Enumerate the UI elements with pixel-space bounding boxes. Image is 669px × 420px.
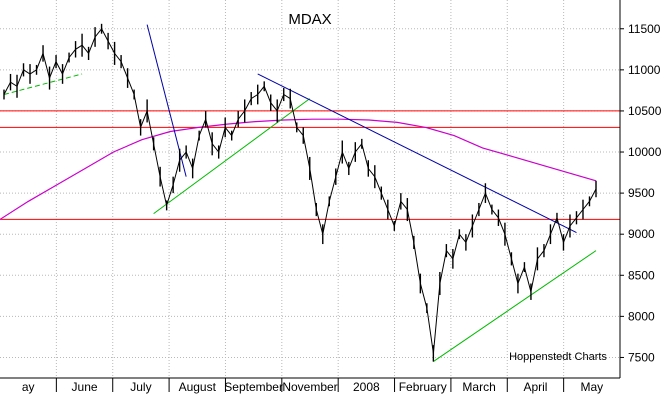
trend-line-uptrend <box>433 250 597 362</box>
y-axis-ticks: 7500 8000 8500 9000 9500 10000 10500 11000 11500 <box>620 22 662 364</box>
x-tick-label: April <box>523 380 547 394</box>
moving-average-series <box>0 118 597 220</box>
price-series <box>3 23 597 362</box>
x-tick-label: November <box>282 380 337 394</box>
price-line <box>3 27 597 354</box>
y-tick-label: 8000 <box>628 309 655 323</box>
trend-line-uptrend-dashed <box>3 73 83 95</box>
y-tick-label: 11000 <box>628 63 661 77</box>
x-tick-label: 2008 <box>353 380 380 394</box>
x-tick-label: August <box>179 380 217 394</box>
trend-line-uptrend <box>153 98 311 215</box>
x-axis-ticks: ay June July August September November 2008 Feb… <box>22 378 603 394</box>
x-tick-label: March <box>462 380 495 394</box>
y-tick-label: 11500 <box>628 22 661 36</box>
x-tick-label: September <box>224 380 283 394</box>
grid-lines <box>0 0 620 378</box>
support-levels <box>0 110 620 220</box>
moving-average-line <box>0 118 597 220</box>
y-tick-label: 10000 <box>628 145 662 159</box>
trend-line-downtrend <box>257 73 577 233</box>
x-tick-label: July <box>130 380 151 394</box>
chart-credit: Hoppenstedt Charts <box>509 351 607 363</box>
y-tick-label: 9000 <box>628 227 655 241</box>
x-tick-label: June <box>72 380 98 394</box>
chart-title: MDAX <box>288 11 331 28</box>
x-tick-label: February <box>399 380 447 394</box>
y-tick-label: 7500 <box>628 350 655 364</box>
x-tick-label: ay <box>22 380 35 394</box>
x-tick-label: May <box>580 380 603 394</box>
y-tick-label: 9500 <box>628 186 655 200</box>
y-tick-label: 10500 <box>628 104 662 118</box>
y-tick-label: 8500 <box>628 268 655 282</box>
